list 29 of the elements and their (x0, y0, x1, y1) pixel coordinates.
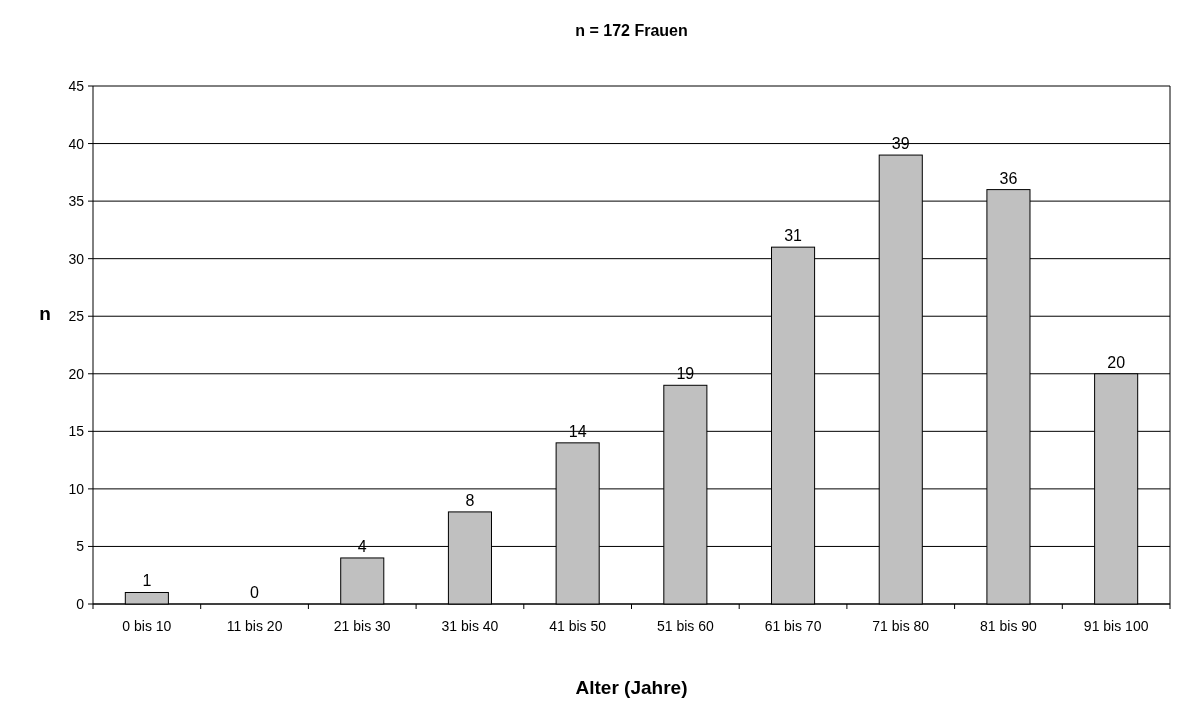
data-label: 8 (465, 491, 475, 509)
data-label: 20 (1107, 353, 1126, 371)
x-axis-title: Alter (Jahre) (575, 677, 688, 698)
y-tick-label: 20 (68, 365, 85, 382)
x-tick-label: 0 bis 10 (122, 618, 172, 634)
y-tick-label: 10 (68, 480, 85, 497)
x-tick-label: 41 bis 50 (549, 618, 607, 634)
data-label: 31 (784, 227, 803, 245)
y-tick-label: 30 (68, 250, 85, 267)
x-tick-label: 21 bis 30 (333, 618, 391, 634)
x-tick-label: 91 bis 100 (1083, 618, 1149, 634)
data-label: 1 (142, 572, 152, 590)
y-axis-title: n (39, 303, 51, 324)
x-tick-label: 51 bis 60 (656, 618, 714, 634)
x-tick-label: 31 bis 40 (441, 618, 499, 634)
y-tick-label: 35 (68, 193, 85, 210)
x-tick-label: 71 bis 80 (872, 618, 930, 634)
y-tick-label: 25 (68, 308, 85, 325)
chart-title: n = 172 Frauen (575, 22, 688, 39)
data-label: 0 (250, 584, 260, 601)
y-tick-label: 40 (68, 135, 85, 152)
y-tick-label: 5 (76, 538, 85, 555)
data-label: 36 (999, 169, 1018, 187)
y-tick-label: 15 (68, 423, 85, 440)
x-tick-label: 11 bis 20 (226, 618, 283, 634)
y-tick-label: 0 (76, 596, 85, 612)
y-tick-label: 45 (68, 78, 85, 94)
x-tick-label: 61 bis 70 (764, 618, 822, 634)
x-tick-label: 81 bis 90 (980, 618, 1038, 634)
